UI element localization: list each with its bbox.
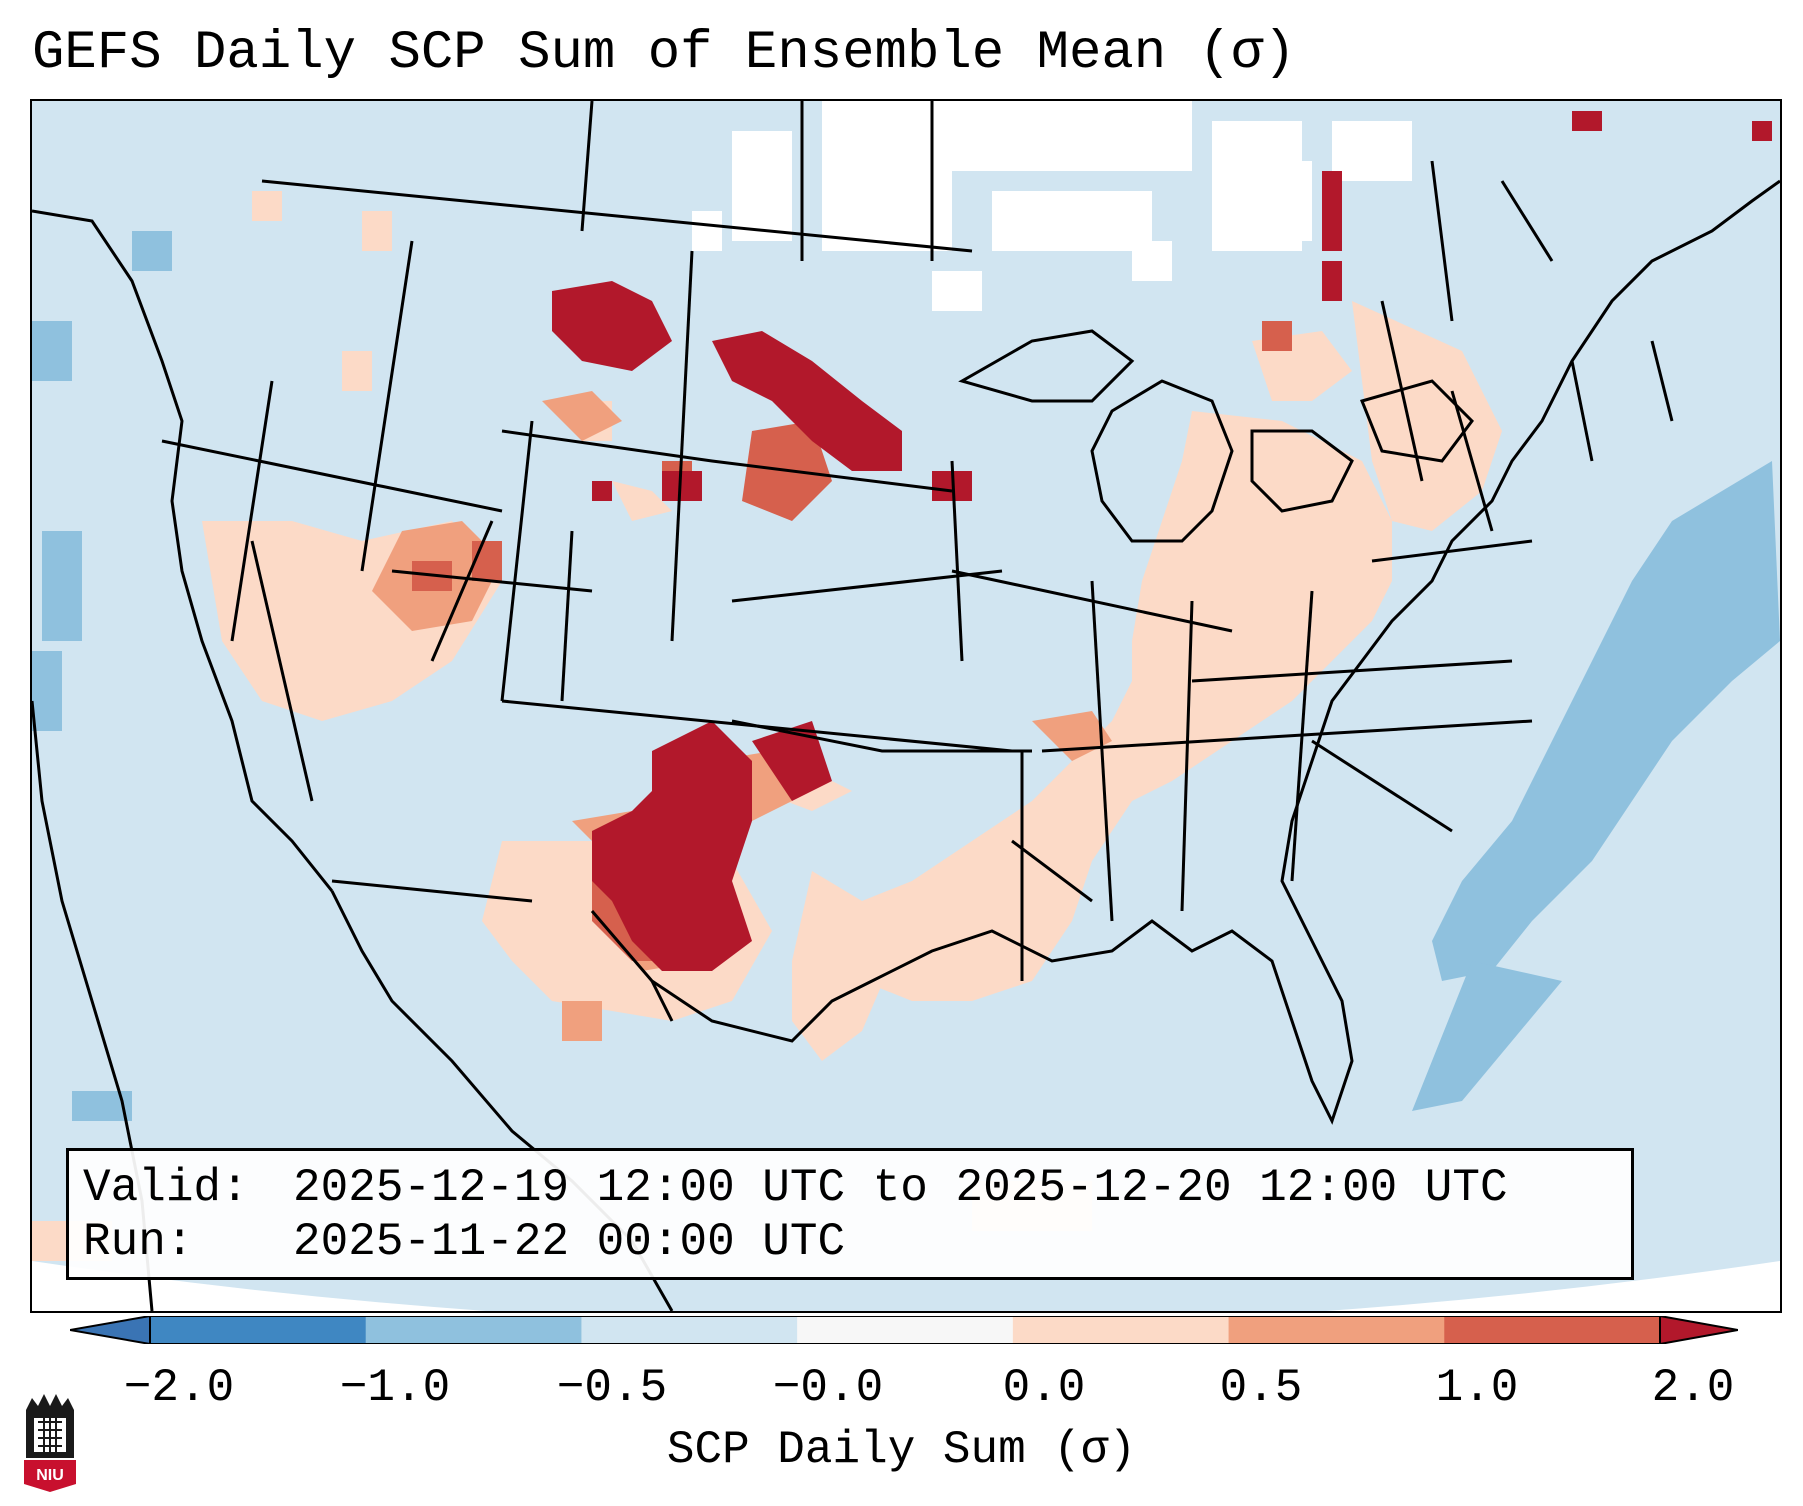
tick-label: 0.0	[1002, 1362, 1086, 1414]
colorbar-bin	[1444, 1316, 1661, 1344]
negative-anomaly-areas	[32, 231, 1780, 1121]
boundary-lines	[32, 101, 1780, 1311]
colorbar-bin	[1012, 1316, 1230, 1344]
colorbar-outline	[149, 1316, 1661, 1344]
valid-row: Valid: 2025-12-19 12:00 UTC to 2025-12-2…	[83, 1161, 1631, 1215]
near-zero-areas	[692, 101, 1412, 311]
colorbar-bins	[70, 1316, 1738, 1344]
colorbar-extend-low	[70, 1316, 151, 1344]
colorbar-bin	[797, 1316, 1014, 1344]
tick-label: −0.5	[556, 1362, 668, 1414]
map-frame	[30, 99, 1782, 1313]
run-value: 2025-11-22 00:00 UTC	[293, 1216, 846, 1268]
colorbar-bin	[1228, 1316, 1445, 1344]
tick-label: 1.0	[1435, 1362, 1519, 1414]
tick-label: −0.0	[772, 1362, 884, 1414]
page-title: GEFS Daily SCP Sum of Ensemble Mean (σ)	[32, 23, 1296, 84]
colorbar-label: SCP Daily Sum (σ)	[666, 1424, 1137, 1476]
valid-value: 2025-12-19 12:00 UTC to 2025-12-20 12:00…	[293, 1162, 1508, 1214]
tick-label: −2.0	[123, 1362, 235, 1414]
run-key: Run:	[83, 1216, 194, 1268]
map-canvas	[32, 101, 1780, 1311]
info-box: Valid: 2025-12-19 12:00 UTC to 2025-12-2…	[66, 1148, 1634, 1280]
logo-text: NIU	[36, 1467, 64, 1484]
run-row: Run: 2025-11-22 00:00 UTC	[83, 1215, 1631, 1269]
tick-label: 0.5	[1219, 1362, 1303, 1414]
colorbar-bin	[150, 1316, 367, 1344]
colorbar-bin	[365, 1316, 582, 1344]
colorbar-extend-high	[1659, 1316, 1738, 1344]
colorbar-bin	[581, 1316, 798, 1344]
colorbar	[70, 1316, 1738, 1344]
tick-label: 2.0	[1651, 1362, 1735, 1414]
niu-logo: NIU	[24, 1394, 76, 1492]
tick-label: −1.0	[339, 1362, 451, 1414]
colorbar-tick-labels: −2.0 −1.0 −0.5 −0.0 0.0 0.5 1.0 2.0	[0, 1362, 1803, 1416]
extreme-positive-areas	[552, 111, 1772, 971]
valid-key: Valid:	[83, 1162, 249, 1214]
